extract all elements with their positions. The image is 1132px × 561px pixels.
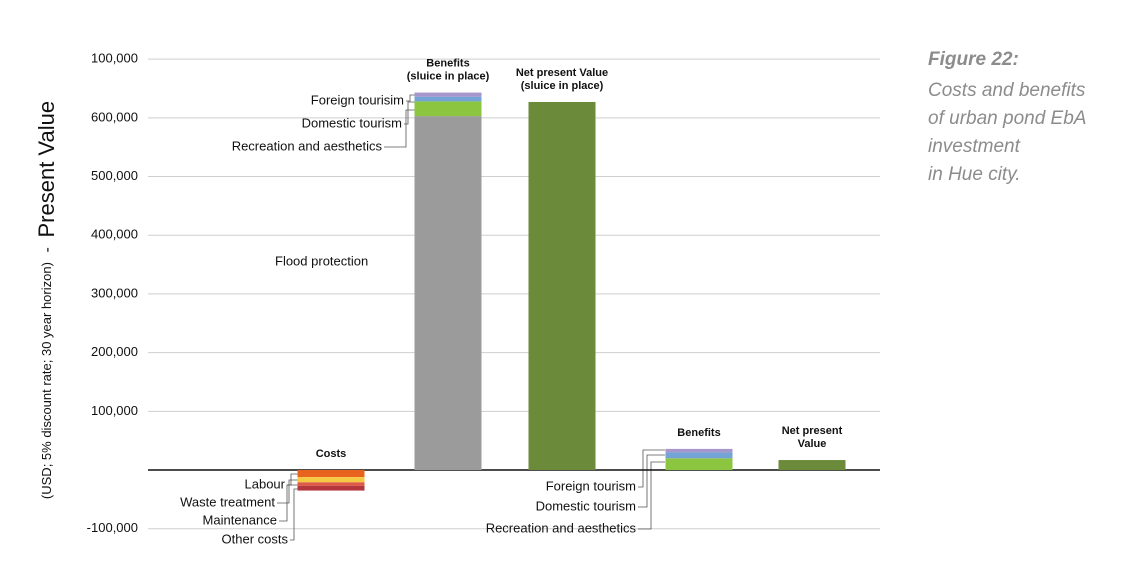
bar-segment (528, 101, 596, 471)
bar-segment (414, 116, 482, 471)
annotation: Foreign tourism (546, 478, 636, 493)
category-label: (sluice in place) (407, 71, 490, 83)
annotation: Waste treatment (180, 494, 275, 509)
caption-line: Costs and benefits (928, 80, 1086, 101)
y-tick-label: 600,000 (91, 109, 138, 124)
y-tick-label: -100,000 (87, 520, 138, 535)
y-tick-label: 100,000 (91, 51, 138, 66)
caption-line: in Hue city. (928, 164, 1021, 185)
y-axis-label: (USD; 5% discount rate; 30 year horizon)… (34, 101, 59, 499)
bar-segment (665, 458, 733, 471)
bar-segment (665, 452, 733, 459)
y-tick-label: 100,000 (91, 403, 138, 418)
bar-segment (778, 460, 846, 471)
bar-segment (297, 485, 365, 491)
annotation: Recreation and aesthetics (486, 520, 637, 535)
annotation: Foreign tourisim (311, 92, 404, 107)
y-axis-dash: - (39, 247, 56, 252)
caption-line: investment (928, 136, 1021, 157)
bar-segment (414, 92, 482, 97)
y-tick-label: 500,000 (91, 168, 138, 183)
bar-segment (297, 470, 365, 478)
y-tick-label: 400,000 (91, 227, 138, 242)
category-label: (sluice in place) (521, 80, 604, 92)
y-tick-label: 300,000 (91, 285, 138, 300)
annotation: Maintenance (203, 512, 277, 527)
connector (638, 461, 665, 530)
annotation: Flood protection (275, 253, 368, 268)
category-label: Value (798, 438, 827, 450)
bar-segment (665, 448, 733, 453)
annotation: Domestic tourism (302, 115, 402, 130)
connector (290, 488, 298, 541)
category-label: Costs (316, 448, 347, 460)
bar-segment (414, 96, 482, 102)
bar-segment (297, 477, 365, 483)
bar-segment (297, 482, 365, 486)
category-label: Benefits (426, 58, 469, 70)
connector (638, 449, 665, 488)
caption-label: Figure 22: (928, 49, 1019, 70)
y-tick-label: 200,000 (91, 344, 138, 359)
annotation: Labour (245, 476, 286, 491)
connector (638, 454, 665, 508)
bar-segment (414, 101, 482, 117)
annotation: Other costs (222, 531, 289, 546)
connector (384, 109, 415, 148)
connector (279, 484, 298, 522)
caption-line: of urban pond EbA (928, 108, 1086, 129)
category-label: Benefits (677, 427, 720, 439)
annotation: Domestic tourism (536, 498, 636, 513)
y-axis-note: (USD; 5% discount rate; 30 year horizon) (39, 262, 54, 499)
connector (277, 479, 298, 504)
connector (406, 94, 415, 102)
annotation: Recreation and aesthetics (232, 138, 383, 153)
y-axis-title: Present Value (34, 101, 59, 238)
category-label: Net present (782, 425, 843, 437)
category-label: Net present Value (516, 67, 608, 79)
